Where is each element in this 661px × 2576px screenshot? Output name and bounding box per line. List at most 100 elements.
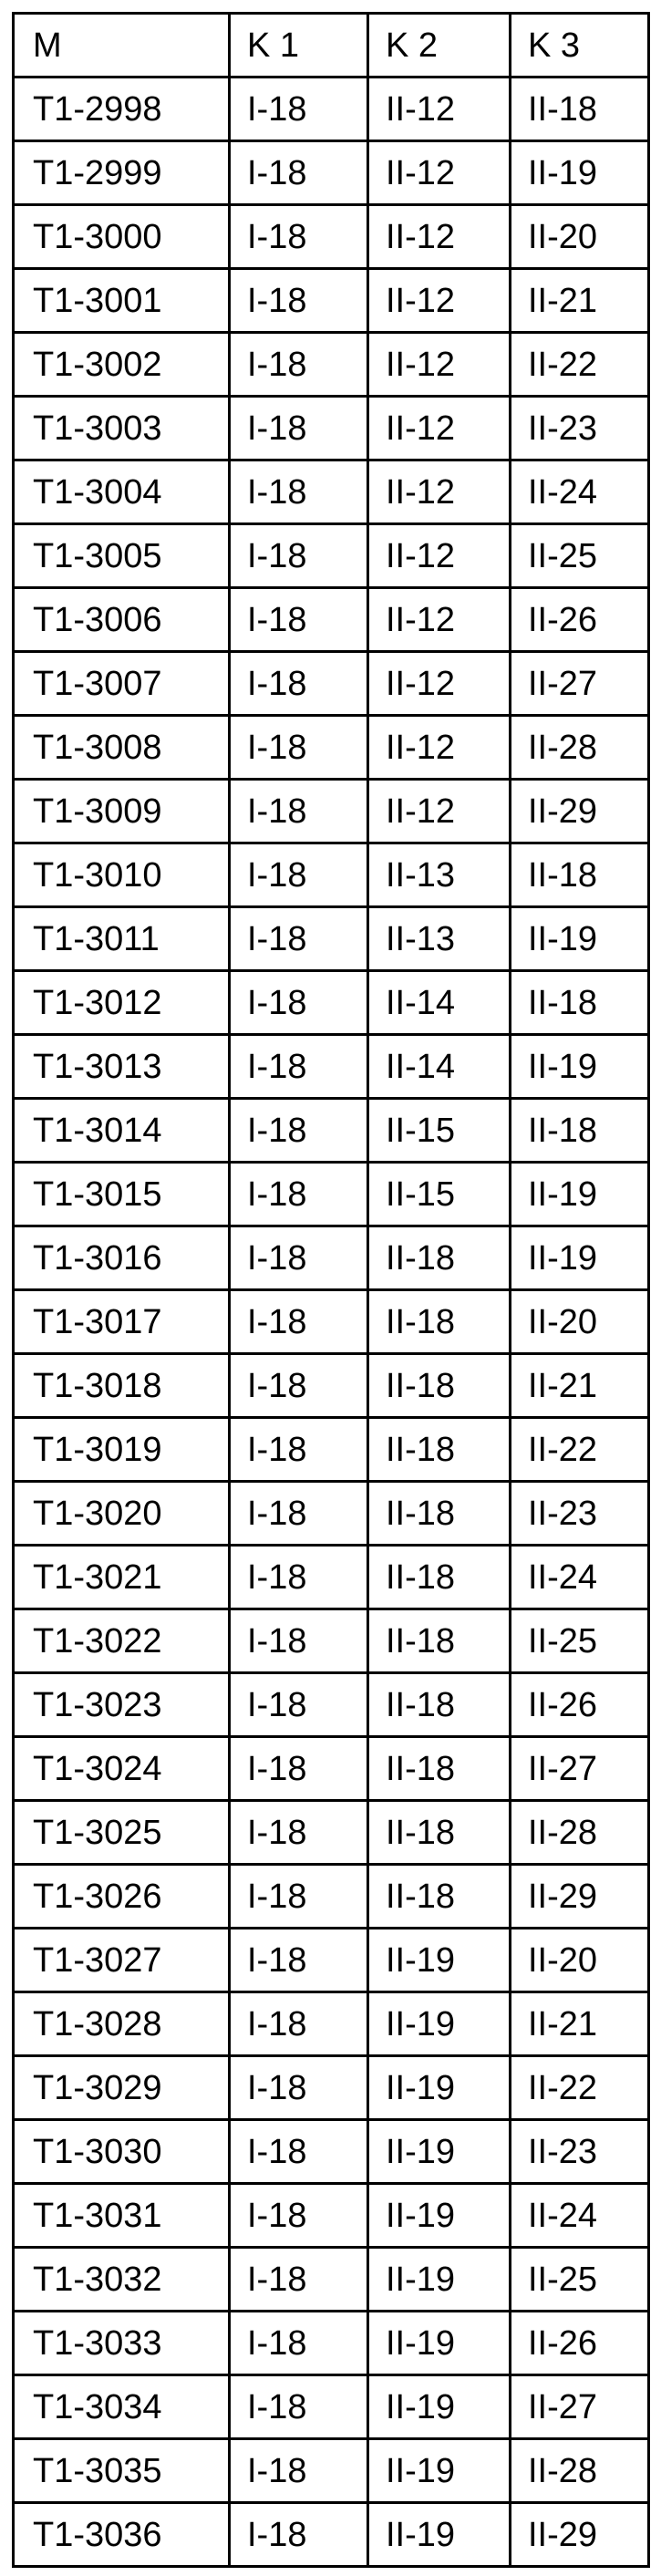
cell-k3: II-21 [511, 1354, 649, 1418]
cell-k1: I-18 [230, 843, 368, 907]
cell-k1: I-18 [230, 1418, 368, 1482]
cell-k1: I-18 [230, 1865, 368, 1929]
cell-k2: II-12 [368, 524, 511, 588]
table-row: T1-3036I-18II-19II-29 [14, 2503, 649, 2567]
cell-m: T1-3012 [14, 971, 230, 1035]
table-row: T1-3031I-18II-19II-24 [14, 2184, 649, 2248]
cell-m: T1-3002 [14, 333, 230, 397]
cell-m: T1-3020 [14, 1482, 230, 1546]
cell-k3: II-28 [511, 716, 649, 780]
table-row: T1-3025I-18II-18II-28 [14, 1801, 649, 1865]
cell-k1: I-18 [230, 780, 368, 843]
cell-k2: II-19 [368, 2184, 511, 2248]
cell-m: T1-3033 [14, 2312, 230, 2375]
cell-k3: II-26 [511, 2312, 649, 2375]
cell-m: T1-3030 [14, 2120, 230, 2184]
cell-k3: II-27 [511, 2375, 649, 2439]
cell-k3: II-19 [511, 907, 649, 971]
cell-k2: II-14 [368, 1035, 511, 1099]
cell-m: T1-3027 [14, 1929, 230, 1992]
cell-m: T1-3014 [14, 1099, 230, 1163]
cell-k3: II-22 [511, 2056, 649, 2120]
table-row: T1-3016I-18II-18II-19 [14, 1226, 649, 1290]
cell-k2: II-18 [368, 1609, 511, 1673]
cell-k2: II-12 [368, 588, 511, 652]
cell-k3: II-24 [511, 460, 649, 524]
cell-k3: II-25 [511, 524, 649, 588]
header-k3: K 3 [511, 14, 649, 78]
cell-m: T1-3001 [14, 269, 230, 333]
cell-k1: I-18 [230, 524, 368, 588]
cell-k1: I-18 [230, 2375, 368, 2439]
cell-m: T1-3026 [14, 1865, 230, 1929]
cell-k1: I-18 [230, 1482, 368, 1546]
cell-k1: I-18 [230, 1992, 368, 2056]
cell-k1: I-18 [230, 716, 368, 780]
cell-m: T1-3008 [14, 716, 230, 780]
cell-k3: II-27 [511, 1737, 649, 1801]
cell-k3: II-20 [511, 205, 649, 269]
cell-k2: II-18 [368, 1546, 511, 1609]
table-row: T1-3018I-18II-18II-21 [14, 1354, 649, 1418]
cell-k1: I-18 [230, 460, 368, 524]
cell-k3: II-19 [511, 141, 649, 205]
cell-k1: I-18 [230, 269, 368, 333]
cell-k3: II-18 [511, 843, 649, 907]
table-row: T1-3019I-18II-18II-22 [14, 1418, 649, 1482]
cell-k1: I-18 [230, 1226, 368, 1290]
cell-k2: II-18 [368, 1865, 511, 1929]
cell-m: T1-3022 [14, 1609, 230, 1673]
cell-k1: I-18 [230, 1035, 368, 1099]
cell-m: T1-3035 [14, 2439, 230, 2503]
cell-k3: II-28 [511, 2439, 649, 2503]
cell-m: T1-3019 [14, 1418, 230, 1482]
table-row: T1-3024I-18II-18II-27 [14, 1737, 649, 1801]
table-row: T1-3010I-18II-13II-18 [14, 843, 649, 907]
cell-k3: II-26 [511, 1673, 649, 1737]
cell-k1: I-18 [230, 2248, 368, 2312]
cell-k3: II-20 [511, 1929, 649, 1992]
cell-m: T1-3021 [14, 1546, 230, 1609]
cell-k2: II-19 [368, 2312, 511, 2375]
cell-k1: I-18 [230, 1801, 368, 1865]
header-k2: K 2 [368, 14, 511, 78]
cell-m: T1-3010 [14, 843, 230, 907]
table-row: T1-3004I-18II-12II-24 [14, 460, 649, 524]
cell-m: T1-3004 [14, 460, 230, 524]
table-row: T1-3027I-18II-19II-20 [14, 1929, 649, 1992]
cell-k1: I-18 [230, 2184, 368, 2248]
cell-m: T1-3031 [14, 2184, 230, 2248]
cell-m: T1-3013 [14, 1035, 230, 1099]
cell-k1: I-18 [230, 1290, 368, 1354]
cell-k2: II-19 [368, 2375, 511, 2439]
cell-m: T1-3003 [14, 397, 230, 460]
cell-k1: I-18 [230, 333, 368, 397]
cell-k3: II-24 [511, 1546, 649, 1609]
cell-m: T1-3023 [14, 1673, 230, 1737]
table-row: T1-3000I-18II-12II-20 [14, 205, 649, 269]
cell-k2: II-12 [368, 460, 511, 524]
cell-k1: I-18 [230, 205, 368, 269]
cell-k2: II-19 [368, 1929, 511, 1992]
table-row: T1-3030I-18II-19II-23 [14, 2120, 649, 2184]
cell-k2: II-18 [368, 1673, 511, 1737]
cell-k1: I-18 [230, 1737, 368, 1801]
cell-k2: II-13 [368, 843, 511, 907]
cell-k2: II-18 [368, 1354, 511, 1418]
cell-m: T1-2999 [14, 141, 230, 205]
cell-k1: I-18 [230, 2503, 368, 2567]
cell-k3: II-23 [511, 2120, 649, 2184]
cell-k3: II-18 [511, 971, 649, 1035]
cell-k2: II-12 [368, 716, 511, 780]
cell-m: T1-3017 [14, 1290, 230, 1354]
cell-m: T1-3005 [14, 524, 230, 588]
cell-k3: II-21 [511, 1992, 649, 2056]
table-row: T1-3029I-18II-19II-22 [14, 2056, 649, 2120]
cell-k2: II-18 [368, 1482, 511, 1546]
cell-k3: II-25 [511, 1609, 649, 1673]
cell-m: T1-3032 [14, 2248, 230, 2312]
cell-m: T1-3016 [14, 1226, 230, 1290]
cell-k2: II-13 [368, 907, 511, 971]
table-row: T1-3001I-18II-12II-21 [14, 269, 649, 333]
cell-k1: I-18 [230, 907, 368, 971]
